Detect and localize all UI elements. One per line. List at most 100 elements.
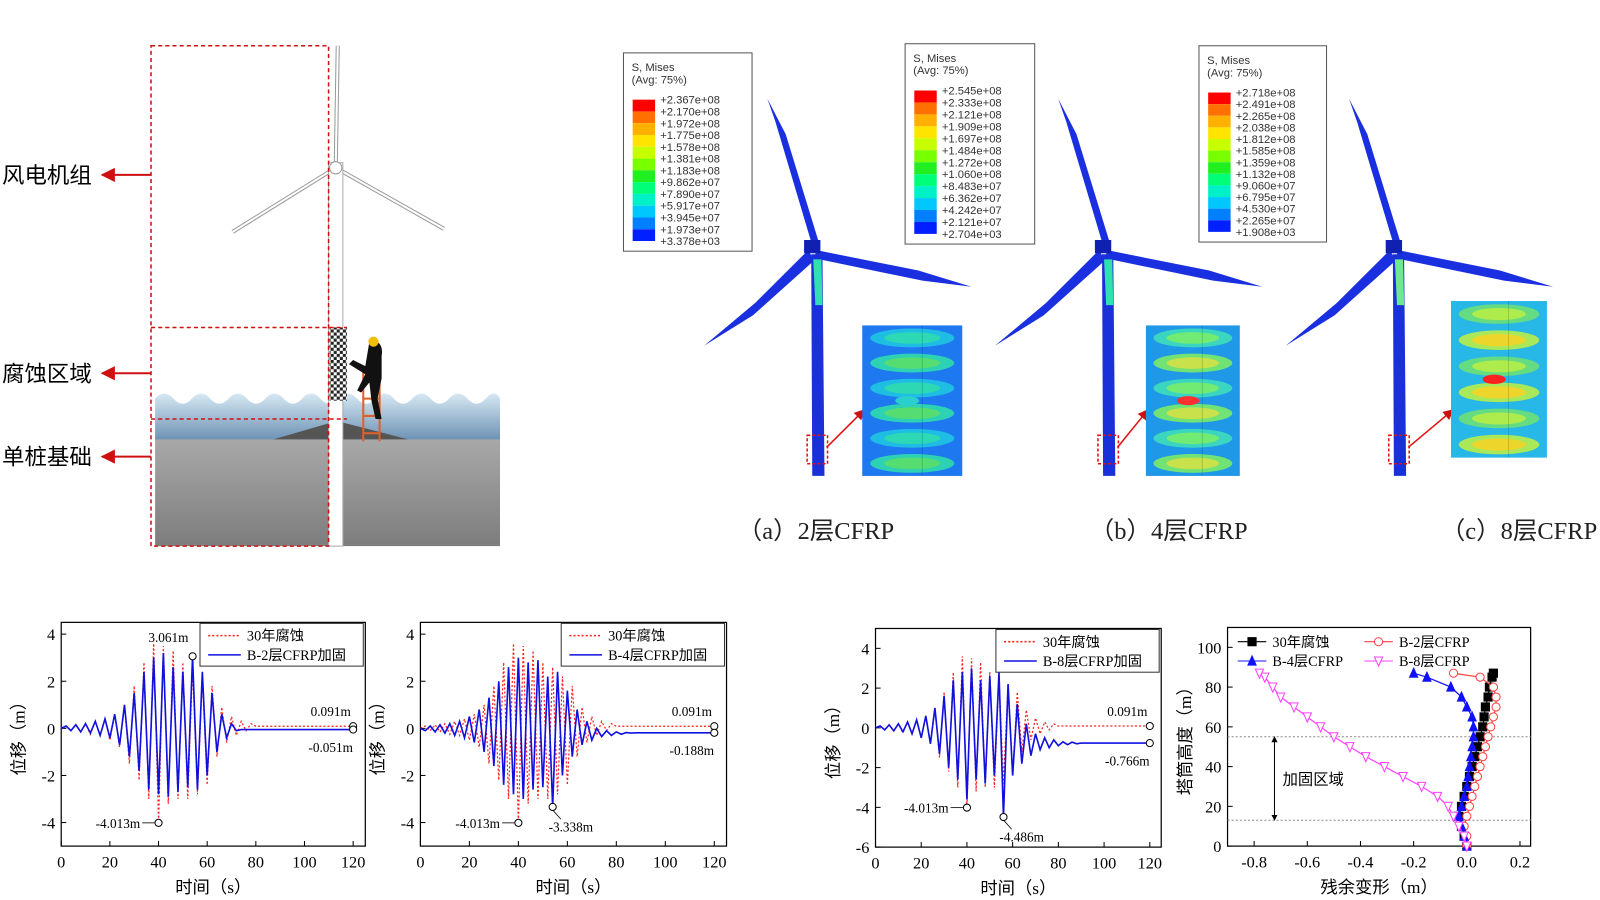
hub [1385,240,1403,254]
marker [1464,760,1475,772]
schematic-label: 风电机组 [2,163,92,188]
legend-swatch [1208,104,1231,116]
marker [1459,790,1470,801]
marker [1467,710,1477,722]
legend-level: +1.578e+08 [660,142,720,154]
legend-swatch [1208,127,1231,139]
annotation-point [1145,739,1154,748]
marker [1488,682,1498,692]
legend-label: B-2层CFRP加固 [247,647,346,664]
legend-swatch [632,182,656,194]
x-tick-label: 60 [559,852,575,871]
legend-level: +2.545e+08 [942,86,1002,98]
legend-swatch [914,221,937,234]
legend-level: +2.265e+07 [1236,215,1296,227]
marker [1465,750,1476,762]
legend-swatch [632,111,656,124]
annotation-label: -4.013m [904,801,949,816]
legend-subtitle: (Avg: 75%) [913,65,969,77]
legend-level: +9.060e+07 [1236,181,1296,193]
marker [1247,637,1257,647]
x-tick-label: 80 [248,852,264,871]
marker [1486,722,1496,732]
legend-swatch [1208,197,1231,209]
series-line [420,657,715,807]
blade [334,45,339,168]
legend-box [199,622,364,667]
marker [1373,656,1384,668]
zoom-box [1097,434,1120,465]
marker [1478,722,1488,732]
marker [1448,811,1459,823]
marker [1289,702,1299,714]
water [155,393,500,440]
legend-level: +1.775e+08 [660,130,720,142]
inset-hotspot [895,396,920,406]
legend-level: +4.242e+07 [942,205,1002,217]
schematic-label: 腐蚀区域 [2,361,92,386]
marker [1475,762,1485,772]
legend-level: +1.381e+08 [660,154,720,166]
legend-swatch [1208,150,1231,163]
annotation-label: -4.013m [455,816,500,831]
marker [1480,742,1491,752]
y-tick-label: -4 [401,814,415,833]
series-line [60,643,354,823]
annotation-label: 0.091m [311,704,352,719]
stress-band [1394,259,1405,306]
marker [1275,692,1286,704]
marker [1267,682,1278,694]
legend: 30年腐蚀 B-8层CFRP加固 [995,628,1160,673]
x-axis-title: 时间（s） [980,879,1056,898]
marker [1408,666,1419,678]
schematic: 风电机组 腐蚀区域 单桩基础 [2,44,500,547]
inset-blob [1166,432,1220,445]
annotation-point [188,652,197,661]
inset-blob [884,407,941,420]
x-tick-label: 120 [702,852,726,871]
inset-blob [884,382,941,394]
x-tick-label: 20 [102,852,118,871]
legend-swatch [914,114,937,127]
annotation-label: -3.338m [549,819,594,834]
zoom-arrow [1407,409,1454,449]
marker [1344,742,1355,754]
helmet [368,336,379,347]
legend-swatch [632,170,656,183]
marker [1432,791,1443,803]
legend-title: S, Mises [1207,55,1250,67]
marker [1456,690,1467,702]
x-tick-label: 0 [57,852,65,871]
legend-subtitle: (Avg: 75%) [1207,67,1263,79]
marker [1483,692,1493,702]
band-label: 加固区域 [1283,772,1344,789]
legend-level: +1.697e+08 [942,133,1002,145]
seabed [155,437,500,547]
marker [1470,781,1480,792]
y-tick-label: 0 [406,719,414,738]
legend-swatch [914,162,937,175]
marker [1422,670,1432,682]
chart: -0.8 -0.6 -0.4 -0.2 0.0 0.2 0 20 40 60 80 100 残余变形（m… [1176,626,1532,897]
annotation-label: -0.766m [1105,753,1150,768]
legend-level: +5.917e+07 [660,201,720,213]
marker [1379,762,1390,773]
inset-blob [1166,382,1220,394]
legend-label: 30年腐蚀 [1043,633,1100,651]
legend-level: +2.491e+08 [1236,99,1296,111]
x-tick-label: -0.8 [1241,852,1267,871]
blade [1285,250,1396,346]
marker [1467,740,1477,752]
legend-level: +6.362e+07 [942,193,1002,205]
marker [1463,770,1474,782]
x-tick-label: 0 [871,854,879,873]
legend-swatch [914,210,937,222]
marker [1462,811,1472,821]
legend-swatch [1208,185,1231,198]
marker [1453,809,1464,821]
fe-panel: S, Mises(Avg: 75%)+2.367e+08+2.170e+08+1… [622,52,972,545]
legend-level: +1.908e+03 [1236,227,1296,239]
zoom-box [1388,434,1410,465]
